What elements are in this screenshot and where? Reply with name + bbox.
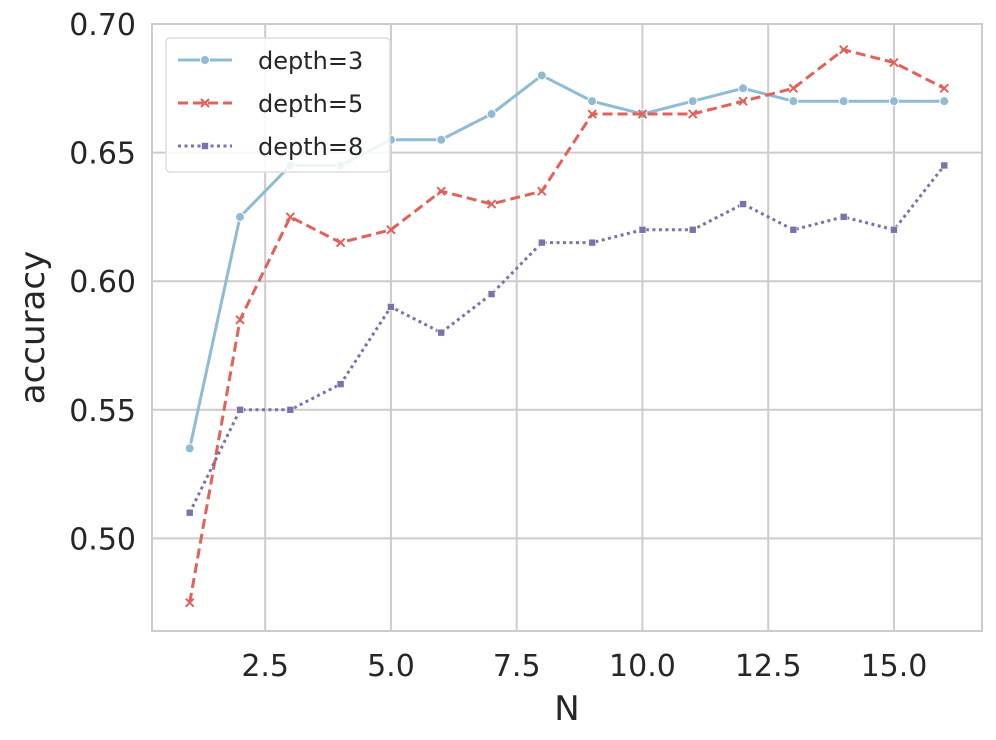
series-1-point-8 bbox=[587, 109, 597, 119]
series-1-point-3 bbox=[335, 237, 346, 248]
series-0-point-8 bbox=[587, 96, 598, 107]
legend-label: depth=3 bbox=[258, 47, 363, 75]
series-legend-point-1 bbox=[200, 98, 210, 108]
series-1-point-15 bbox=[939, 83, 949, 94]
series-2-point-5 bbox=[437, 328, 446, 337]
y-tick-label: 0.60 bbox=[69, 265, 136, 300]
series-1-point-9 bbox=[637, 109, 648, 119]
series-2-point-10 bbox=[688, 225, 697, 234]
series-2-point-3 bbox=[336, 380, 345, 388]
series-2-point-12 bbox=[789, 225, 798, 234]
series-2-point-9 bbox=[638, 225, 647, 234]
y-tick-label: 0.65 bbox=[69, 137, 136, 172]
series-2-point-13 bbox=[839, 213, 848, 221]
series-0-point-14 bbox=[888, 96, 899, 107]
series-0-point-15 bbox=[939, 96, 950, 107]
series-1-point-12 bbox=[788, 83, 799, 94]
series-legend-point-0 bbox=[200, 55, 210, 65]
series-1-point-0 bbox=[185, 598, 195, 608]
series-0-point-13 bbox=[838, 96, 849, 107]
x-tick-label: 12.5 bbox=[735, 649, 802, 684]
plot-area bbox=[151, 23, 983, 632]
series-legend-point-2 bbox=[201, 142, 209, 150]
series-2-point-2 bbox=[286, 406, 295, 414]
series-depth=5 bbox=[185, 45, 949, 608]
series-1-point-11 bbox=[738, 96, 748, 106]
x-axis-label: N bbox=[554, 689, 579, 729]
series-depth=8 bbox=[185, 161, 949, 517]
series-0-point-5 bbox=[436, 134, 447, 145]
series-2-point-6 bbox=[487, 290, 496, 298]
series-2-point-0 bbox=[185, 508, 194, 517]
legend-label: depth=5 bbox=[258, 90, 363, 118]
legend-label: depth=8 bbox=[258, 133, 363, 161]
x-tick-label: 7.5 bbox=[493, 649, 541, 684]
series-1-point-5 bbox=[436, 186, 446, 196]
series-2-point-15 bbox=[940, 161, 949, 170]
series-1-point-6 bbox=[486, 199, 497, 209]
series-line-depth=5 bbox=[188, 48, 945, 603]
series-0-point-11 bbox=[738, 83, 749, 94]
series-1-point-13 bbox=[838, 45, 849, 55]
y-axis-label: accuracy bbox=[13, 251, 53, 404]
series-2-point-1 bbox=[236, 406, 244, 414]
series-0-point-12 bbox=[788, 96, 799, 107]
series-2-point-11 bbox=[739, 200, 747, 208]
series-0-point-10 bbox=[687, 96, 698, 107]
series-0-point-1 bbox=[235, 211, 246, 222]
series-0-point-7 bbox=[536, 70, 547, 81]
series-1-point-2 bbox=[285, 212, 296, 222]
series-2-point-4 bbox=[387, 303, 395, 311]
series-1-point-1 bbox=[235, 315, 245, 325]
x-tick-label: 5.0 bbox=[367, 649, 415, 684]
series-1-point-10 bbox=[688, 109, 698, 119]
series-1-point-7 bbox=[537, 186, 547, 196]
y-tick-label: 0.50 bbox=[69, 522, 136, 557]
x-tick-label: 2.5 bbox=[241, 649, 289, 684]
legend-frame bbox=[165, 37, 391, 173]
series-line-depth=8 bbox=[188, 164, 946, 514]
series-0-point-0 bbox=[184, 443, 195, 454]
series-1-point-4 bbox=[386, 225, 396, 235]
y-tick-label: 0.55 bbox=[69, 394, 136, 429]
tick-labels: 2.5 5.0 7.5 10.0 12.5 15.0 0.50 0.55 0.60 0.65 0.7… bbox=[69, 8, 927, 684]
series-0-point-6 bbox=[486, 109, 497, 120]
y-tick-label: 0.70 bbox=[69, 8, 136, 43]
series-2-point-8 bbox=[588, 238, 596, 247]
x-tick-label: 10.0 bbox=[609, 649, 676, 684]
series-2-point-7 bbox=[538, 238, 546, 247]
series-2-point-14 bbox=[890, 225, 898, 234]
series-1-point-14 bbox=[889, 57, 899, 68]
x-tick-label: 15.0 bbox=[861, 649, 928, 684]
legend: depth=3 depth=5 depth=8 bbox=[165, 37, 391, 173]
